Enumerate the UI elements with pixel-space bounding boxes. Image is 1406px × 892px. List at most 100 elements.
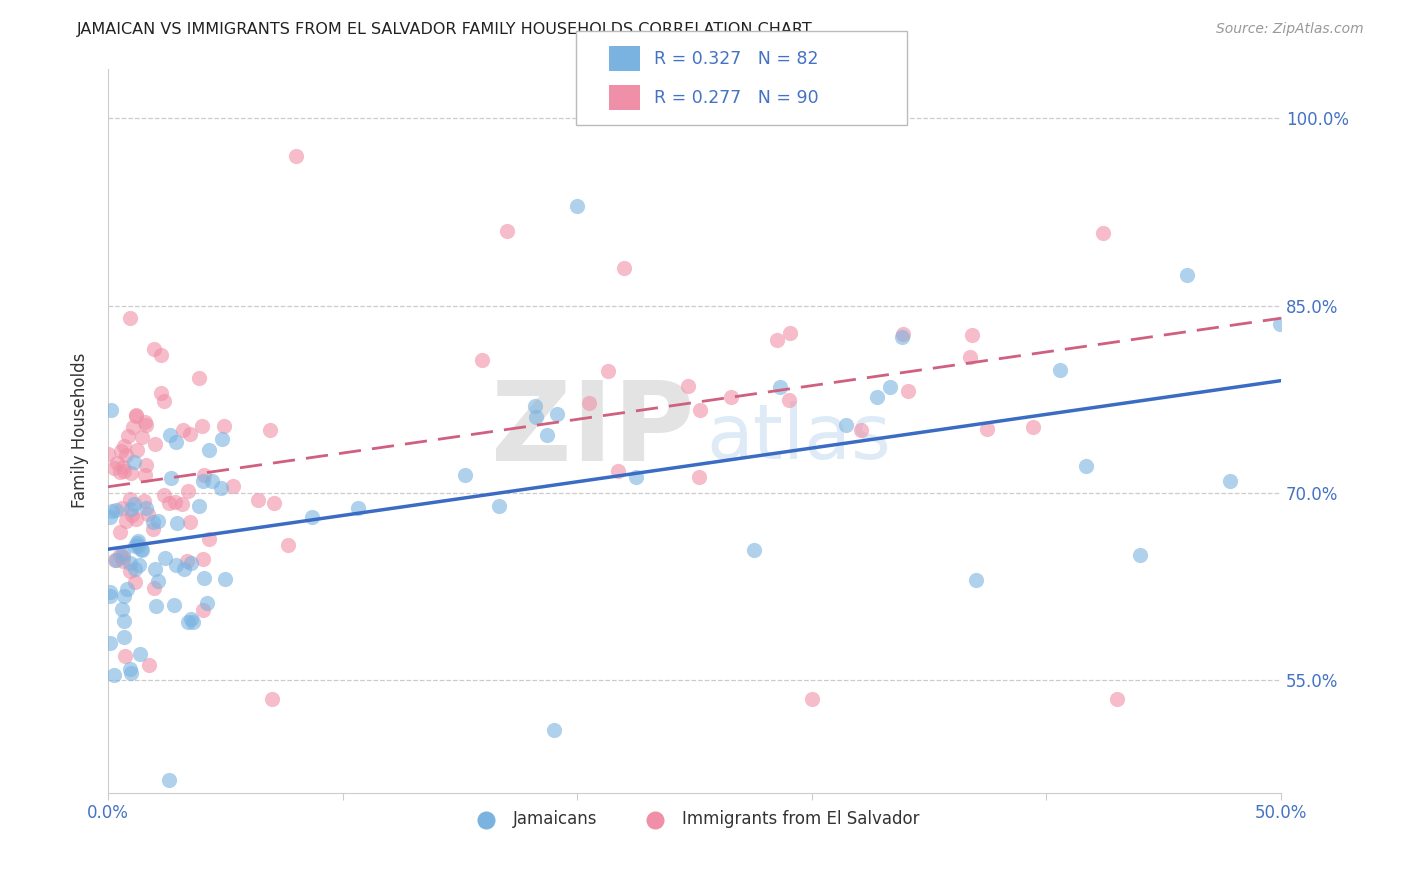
Point <box>177 483 200 498</box>
Point <box>959 350 981 364</box>
Point <box>103 668 125 682</box>
Point <box>135 458 157 473</box>
Point <box>120 310 142 325</box>
Point <box>150 386 173 401</box>
Point <box>176 554 198 568</box>
Point <box>135 418 157 433</box>
Point <box>150 348 173 362</box>
Point <box>143 561 166 575</box>
Point <box>198 532 221 546</box>
Point <box>138 657 160 672</box>
Point <box>100 504 122 518</box>
Point <box>1049 362 1071 376</box>
Point <box>470 353 492 368</box>
Point <box>191 419 214 434</box>
Point <box>112 464 135 478</box>
Point <box>121 420 143 434</box>
Point <box>246 492 269 507</box>
Point <box>111 501 134 516</box>
Point <box>131 429 153 443</box>
Point <box>127 536 149 550</box>
Point <box>112 459 135 474</box>
Text: R = 0.277   N = 90: R = 0.277 N = 90 <box>654 89 818 107</box>
Point <box>1105 692 1128 706</box>
Point <box>122 498 145 512</box>
Text: Source: ZipAtlas.com: Source: ZipAtlas.com <box>1216 22 1364 37</box>
Point <box>567 199 589 213</box>
Point <box>120 662 142 676</box>
Point <box>108 549 131 563</box>
Point <box>891 330 914 344</box>
Point <box>778 392 800 407</box>
Point <box>1270 317 1292 331</box>
Point <box>209 481 232 495</box>
Point <box>165 495 187 509</box>
Point <box>129 541 152 556</box>
Point <box>112 630 135 644</box>
Point <box>145 599 167 614</box>
Text: atlas: atlas <box>706 401 891 475</box>
Point <box>148 574 170 588</box>
Point <box>146 514 169 528</box>
Point <box>120 556 142 570</box>
Point <box>135 501 157 516</box>
Point <box>578 396 600 410</box>
Point <box>214 573 236 587</box>
Point <box>495 224 517 238</box>
Point <box>179 427 201 442</box>
Text: JAMAICAN VS IMMIGRANTS FROM EL SALVADOR FAMILY HOUSEHOLDS CORRELATION CHART: JAMAICAN VS IMMIGRANTS FROM EL SALVADOR … <box>77 22 813 37</box>
Point <box>689 402 711 417</box>
Point <box>100 403 122 417</box>
Point <box>626 470 648 484</box>
Point <box>105 553 128 567</box>
Point <box>606 465 628 479</box>
Point <box>212 418 235 433</box>
Point <box>536 428 558 442</box>
Point <box>191 475 214 489</box>
Point <box>849 423 872 437</box>
Point <box>346 501 368 516</box>
Point <box>110 444 132 458</box>
Point <box>191 602 214 616</box>
Point <box>976 422 998 436</box>
Point <box>277 538 299 552</box>
Point <box>117 429 139 443</box>
Point <box>131 543 153 558</box>
Point <box>103 460 125 475</box>
Point <box>180 612 202 626</box>
Point <box>121 508 143 523</box>
Point <box>891 327 914 342</box>
Point <box>165 434 187 449</box>
Point <box>769 380 792 394</box>
Point <box>179 516 201 530</box>
Point <box>195 596 218 610</box>
Point <box>141 515 163 529</box>
Point <box>198 443 221 458</box>
Point <box>160 471 183 485</box>
Point <box>523 400 546 414</box>
Point <box>108 525 131 540</box>
Point <box>112 549 135 564</box>
Point <box>128 558 150 572</box>
Point <box>128 647 150 661</box>
Point <box>98 509 121 524</box>
Point <box>111 601 134 615</box>
Point <box>720 390 742 404</box>
Point <box>180 556 202 570</box>
Text: ZIP: ZIP <box>491 377 695 484</box>
Point <box>115 582 138 596</box>
Point <box>115 514 138 528</box>
Point <box>98 585 121 599</box>
Point <box>598 364 620 378</box>
Point <box>111 554 134 568</box>
Point <box>193 571 215 585</box>
Point <box>1129 549 1152 563</box>
Point <box>120 502 142 516</box>
Point <box>193 467 215 482</box>
Point <box>163 598 186 612</box>
Point <box>112 439 135 453</box>
Point <box>1219 475 1241 489</box>
Point <box>105 457 128 471</box>
Point <box>118 564 141 578</box>
Point <box>222 478 245 492</box>
